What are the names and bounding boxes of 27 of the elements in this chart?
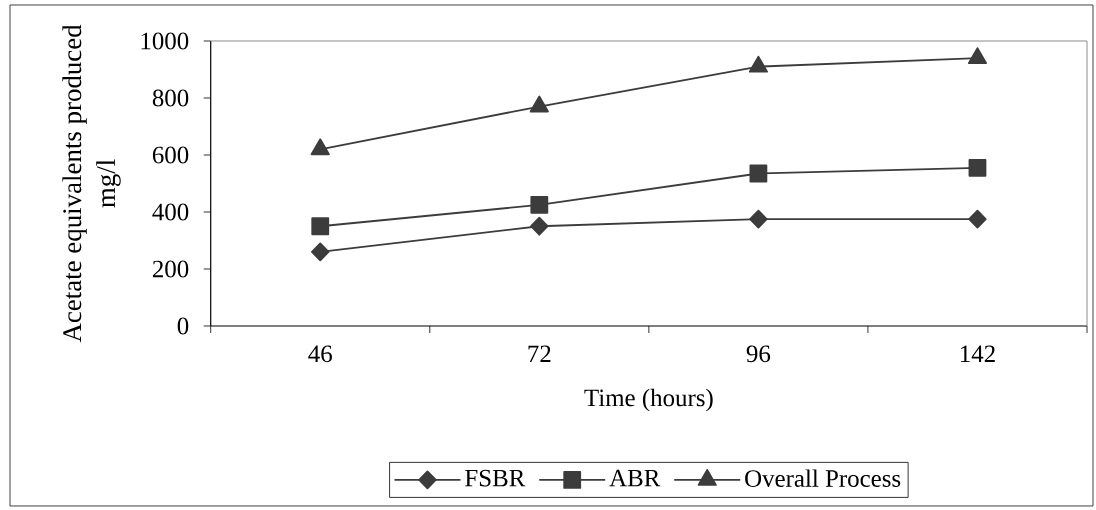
- y-tick-label: 0: [177, 317, 189, 335]
- x-tick-label: 142: [960, 345, 995, 362]
- point: [749, 164, 768, 183]
- legend-label: Overall Process: [745, 469, 901, 487]
- point: [748, 55, 768, 73]
- legend-label: ABR: [609, 469, 661, 487]
- legend-label: FSBR: [465, 469, 526, 487]
- x-tick-label: 46: [308, 345, 332, 363]
- point: [311, 242, 330, 262]
- point: [311, 217, 330, 236]
- point: [749, 209, 768, 229]
- point: [530, 216, 549, 236]
- y-tick-label: 200: [152, 260, 189, 278]
- y-tick-label: 800: [152, 89, 189, 107]
- y-tick-label: 600: [152, 146, 189, 164]
- y-tick-label: 1000: [141, 32, 189, 50]
- y-tick-label: 400: [152, 203, 189, 221]
- point: [530, 195, 549, 214]
- point: [968, 209, 987, 229]
- y-axis-title: Acetate equivalents produced mg/l: [62, 24, 121, 343]
- x-tick-label: 96: [746, 345, 771, 363]
- x-axis-title: Time (hours): [584, 388, 713, 412]
- point: [968, 158, 987, 177]
- x-tick-label: 72: [528, 345, 551, 362]
- point: [529, 95, 549, 113]
- point: [967, 47, 988, 64]
- point: [310, 138, 330, 156]
